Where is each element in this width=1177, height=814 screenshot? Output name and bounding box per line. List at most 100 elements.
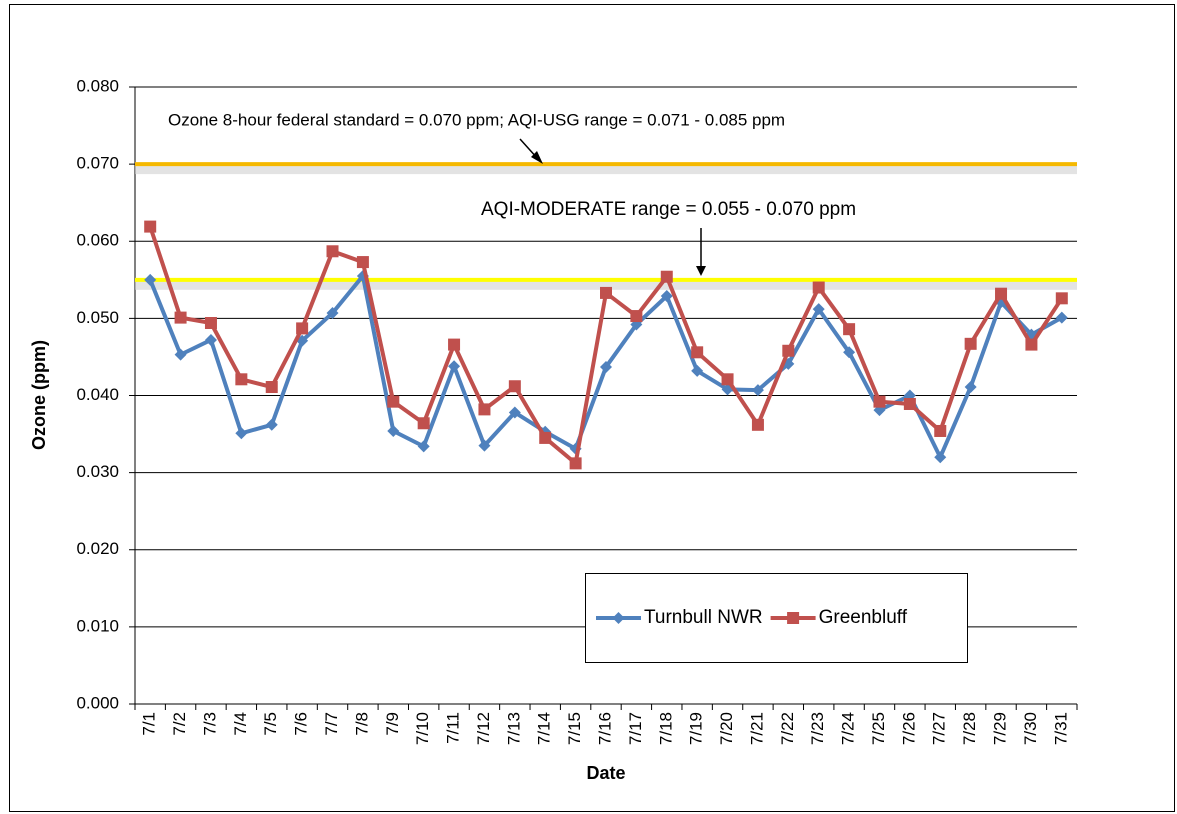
data-point	[508, 380, 521, 393]
data-point	[204, 317, 217, 330]
reference-shadow	[135, 280, 1077, 290]
x-tick-label: 7/8	[352, 712, 371, 736]
x-tick-label: 7/17	[626, 712, 645, 745]
x-tick-label: 7/13	[504, 712, 523, 745]
data-point	[995, 287, 1008, 300]
data-point	[964, 381, 977, 394]
x-tick-label: 7/10	[413, 712, 432, 745]
annotation-arrowhead	[696, 266, 706, 276]
data-point	[265, 418, 278, 431]
data-point	[387, 395, 400, 408]
data-point	[630, 310, 643, 323]
x-tick-label: 7/4	[231, 712, 250, 736]
data-point	[964, 337, 977, 350]
data-point	[144, 220, 157, 233]
x-tick-label: 7/3	[200, 712, 219, 736]
y-tick-label: 0.040	[76, 385, 119, 404]
y-axis-title: Ozone (ppm)	[29, 340, 49, 450]
data-point	[843, 346, 856, 359]
data-point	[356, 256, 369, 269]
data-point	[235, 427, 248, 440]
y-tick-label: 0.010	[76, 616, 119, 635]
x-tick-label: 7/15	[565, 712, 584, 745]
x-tick-label: 7/19	[687, 712, 706, 745]
legend	[585, 573, 968, 663]
annotation-arrowhead	[531, 151, 543, 164]
data-point	[1055, 292, 1068, 305]
reference-shadow	[135, 165, 1077, 175]
data-point	[478, 439, 491, 452]
data-point	[448, 338, 461, 351]
x-tick-label: 7/28	[960, 712, 979, 745]
data-point	[144, 273, 157, 286]
legend-label: Turnbull NWR	[644, 607, 763, 628]
data-point	[934, 451, 947, 464]
x-tick-label: 7/21	[747, 712, 766, 745]
data-point	[934, 424, 947, 437]
x-tick-label: 7/12	[474, 712, 493, 745]
data-point	[1055, 311, 1068, 324]
x-tick-label: 7/26	[899, 712, 918, 745]
data-point	[296, 322, 309, 335]
data-point	[751, 384, 764, 397]
x-tick-label: 7/9	[383, 712, 402, 736]
data-point	[843, 323, 856, 336]
data-point	[721, 373, 734, 386]
x-tick-label: 7/18	[656, 712, 675, 745]
x-axis-title: Date	[586, 763, 625, 783]
x-tick-label: 7/24	[839, 712, 858, 745]
data-point	[326, 306, 339, 319]
y-tick-label: 0.060	[76, 231, 119, 250]
x-tick-label: 7/2	[170, 712, 189, 736]
x-tick-label: 7/16	[595, 712, 614, 745]
y-tick-label: 0.020	[76, 539, 119, 558]
x-tick-label: 7/11	[444, 712, 463, 744]
data-point	[417, 417, 430, 430]
data-point	[387, 424, 400, 437]
data-point	[417, 440, 430, 453]
y-tick-label: 0.050	[76, 308, 119, 327]
y-tick-label: 0.000	[76, 693, 119, 712]
data-point	[1025, 338, 1038, 351]
data-point	[812, 281, 825, 294]
data-point	[478, 403, 491, 416]
data-point	[235, 373, 248, 386]
x-tick-label: 7/25	[869, 712, 888, 745]
x-tick-label: 7/1	[140, 712, 159, 736]
data-point	[265, 381, 278, 394]
data-point	[660, 290, 673, 303]
data-point	[691, 364, 704, 377]
legend-marker	[787, 612, 800, 624]
legend-marker	[612, 612, 625, 624]
x-tick-label: 7/29	[991, 712, 1010, 745]
x-tick-label: 7/5	[261, 712, 280, 736]
data-point	[903, 397, 916, 410]
y-tick-label: 0.070	[76, 154, 119, 173]
data-point	[600, 286, 612, 299]
x-tick-label: 7/22	[778, 712, 797, 745]
x-tick-label: 7/14	[535, 712, 554, 745]
x-tick-label: 7/27	[930, 712, 949, 745]
x-tick-label: 7/20	[717, 712, 736, 745]
data-point	[873, 395, 886, 408]
annotation: Ozone 8-hour federal standard = 0.070 pp…	[168, 110, 785, 129]
data-point	[539, 431, 552, 444]
y-tick-label: 0.030	[76, 462, 119, 481]
data-point	[508, 406, 521, 419]
data-point	[812, 303, 825, 316]
x-tick-label: 7/31	[1051, 712, 1070, 745]
data-point	[782, 344, 795, 357]
data-point	[691, 346, 704, 359]
x-tick-label: 7/6	[292, 712, 311, 736]
legend-label: Greenbluff	[819, 607, 908, 628]
x-tick-label: 7/7	[322, 712, 341, 736]
data-point	[448, 360, 461, 373]
x-tick-label: 7/23	[808, 712, 827, 745]
data-point	[174, 348, 187, 361]
data-point	[326, 245, 339, 258]
data-point	[600, 360, 612, 373]
data-point	[660, 270, 673, 283]
data-point	[751, 418, 764, 431]
